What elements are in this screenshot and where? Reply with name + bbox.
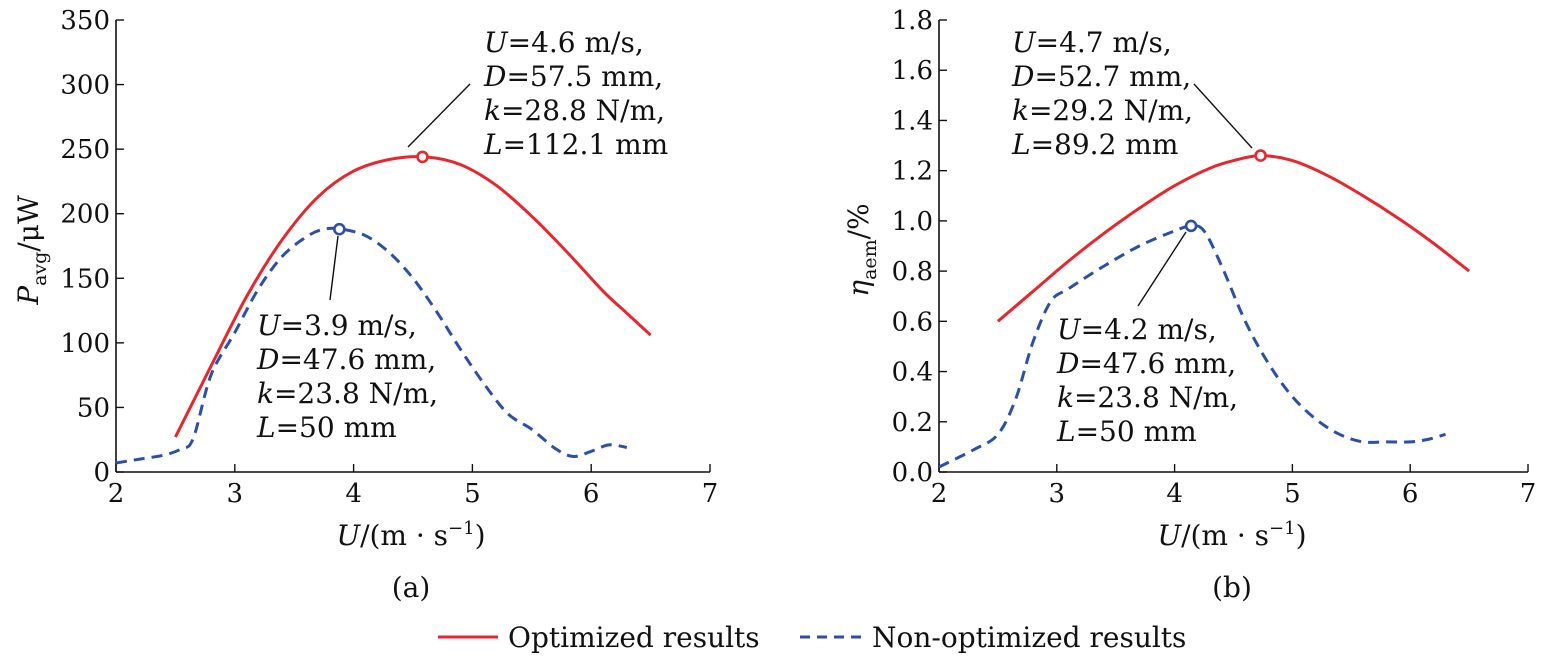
panel-b-y-tick-label: 1.0 (892, 207, 933, 237)
panel-b-y-tick-label: 0.4 (892, 358, 933, 388)
panel-b-annotation-2-line: D=47.6 mm, (1056, 347, 1236, 380)
panel-a-plot-area: 2 3 4 5 6 7 0 50 100 150 200 250 300 350 U=4.6 m/s,D=5… (60, 6, 718, 509)
panel-a-marker-non-optimized-results (333, 222, 346, 236)
panel-b-y-tick-label: 1.6 (892, 56, 933, 86)
panel-a-x-tick-label: 4 (345, 479, 362, 509)
panel-a-x-tick-label: 2 (108, 479, 125, 509)
panel-b-x-tick-label: 4 (1166, 479, 1183, 509)
panel-b-y-tick-label: 1.4 (892, 106, 933, 136)
panel-a-y-axis-label: Pavg/μW (12, 195, 51, 306)
panel-b-x-axis-label: U/(m · s−1) (1157, 518, 1306, 552)
panel-a-x-axis-label: U/(m · s−1) (336, 518, 485, 552)
panel-a-y-tick-label: 50 (77, 393, 110, 423)
panel-b-caption: (b) (1212, 571, 1252, 604)
panel-a-annotation-2-line: k=23.8 N/m, (257, 377, 438, 410)
panel-b-series-non-optimized-results-line (938, 224, 1446, 469)
panel-a-y-tick-label: 200 (60, 200, 110, 230)
legend-item-optimized: Optimized results (438, 621, 760, 654)
panel-b-y-tick-label: 0.0 (892, 458, 933, 488)
panel-b-annotation-1-leader (1193, 83, 1253, 149)
panel-b-series-optimized-results-line (996, 154, 1471, 323)
panel-a-x-tick-label: 6 (583, 479, 600, 509)
panel-a: 2 3 4 5 6 7 0 50 100 150 200 250 300 350 U=4.6 m/s,D=5… (12, 6, 718, 604)
panel-a-series-non-optimized-results-line (115, 226, 628, 465)
panel-b-x-tick-label: 6 (1402, 479, 1419, 509)
panel-b-y-tick-label: 0.2 (892, 408, 933, 438)
panel-a-y-tick-label: 250 (60, 135, 110, 165)
panel-b-y-tick-label: 0.6 (892, 307, 933, 337)
panel-b-annotation-2-line: U=4.2 m/s, (1057, 313, 1217, 346)
panel-b-marker-optimized-results (1254, 149, 1267, 162)
panel-a-annotation-2-leader (329, 235, 339, 301)
panel-b-annotation-1-line: k=29.2 N/m, (1012, 94, 1193, 127)
panel-a-y-tick-label: 300 (60, 71, 110, 101)
panel-b-plot-area: 2 3 4 5 6 7 0.0 0.2 0.4 0.6 0.8 1.0 1.2 1.4 1.6 1.8 U=4.… (892, 6, 1537, 509)
panel-b: 2 3 4 5 6 7 0.0 0.2 0.4 0.6 0.8 1.0 1.2 1.4 1.6 1.8 U=4.… (842, 6, 1536, 604)
panel-b-annotation-1-line: D=52.7 mm, (1011, 60, 1191, 93)
legend-label-non-optimized: Non-optimized results (872, 621, 1186, 654)
panel-b-annotation-1-line: U=4.7 m/s, (1012, 26, 1172, 59)
panel-b-y-tick-label: 1.8 (892, 6, 933, 36)
panel-b-y-tick-label: 1.2 (892, 157, 933, 187)
legend-label-optimized: Optimized results (508, 621, 760, 654)
panel-a-annotation-1-leader (407, 83, 471, 148)
panel-b-y-tick-label: 0.8 (892, 257, 933, 287)
panel-a-y-tick-label: 150 (60, 264, 110, 294)
panel-b-x-tick-label: 5 (1284, 479, 1301, 509)
legend: Optimized results Non-optimized results (438, 621, 1186, 654)
panel-a-y-tick-label: 0 (93, 458, 110, 488)
panel-b-x-tick-label: 2 (931, 479, 948, 509)
panel-b-annotation-1-line: L=89.2 mm (1011, 128, 1178, 161)
legend-item-non-optimized: Non-optimized results (800, 621, 1186, 654)
panel-a-x-tick-label: 7 (702, 479, 719, 509)
panel-a-annotation-2-line: U=3.9 m/s, (257, 309, 417, 342)
panel-b-annotation-2-line: L=50 mm (1056, 415, 1197, 448)
panel-a-annotation-2-line: L=50 mm (256, 411, 397, 444)
panel-a-annotation-1-line: U=4.6 m/s, (484, 26, 644, 59)
panel-b-annotation-2-leader (1137, 231, 1187, 307)
panel-a-x-tick-label: 3 (227, 479, 244, 509)
panel-b-x-tick-label: 7 (1520, 479, 1537, 509)
panel-a-caption: (a) (392, 571, 431, 604)
panel-b-marker-non-optimized-results (1184, 219, 1198, 233)
panel-a-x-tick-label: 5 (464, 479, 481, 509)
panel-b-annotation-2-line: k=23.8 N/m, (1057, 381, 1238, 414)
panel-b-x-tick-label: 3 (1049, 479, 1066, 509)
panel-a-y-tick-label: 350 (60, 6, 110, 36)
panel-a-annotation-1-line: L=112.1 mm (483, 128, 668, 161)
panel-a-annotation-2-line: D=47.6 mm, (256, 343, 436, 376)
panel-a-y-tick-label: 100 (60, 329, 110, 359)
panel-a-marker-optimized-results (416, 150, 429, 164)
panel-a-annotation-1-line: D=57.5 mm, (483, 60, 663, 93)
panel-a-annotation-1-line: k=28.8 N/m, (484, 94, 665, 127)
panel-b-y-axis-label: ηaem/% (842, 203, 881, 296)
